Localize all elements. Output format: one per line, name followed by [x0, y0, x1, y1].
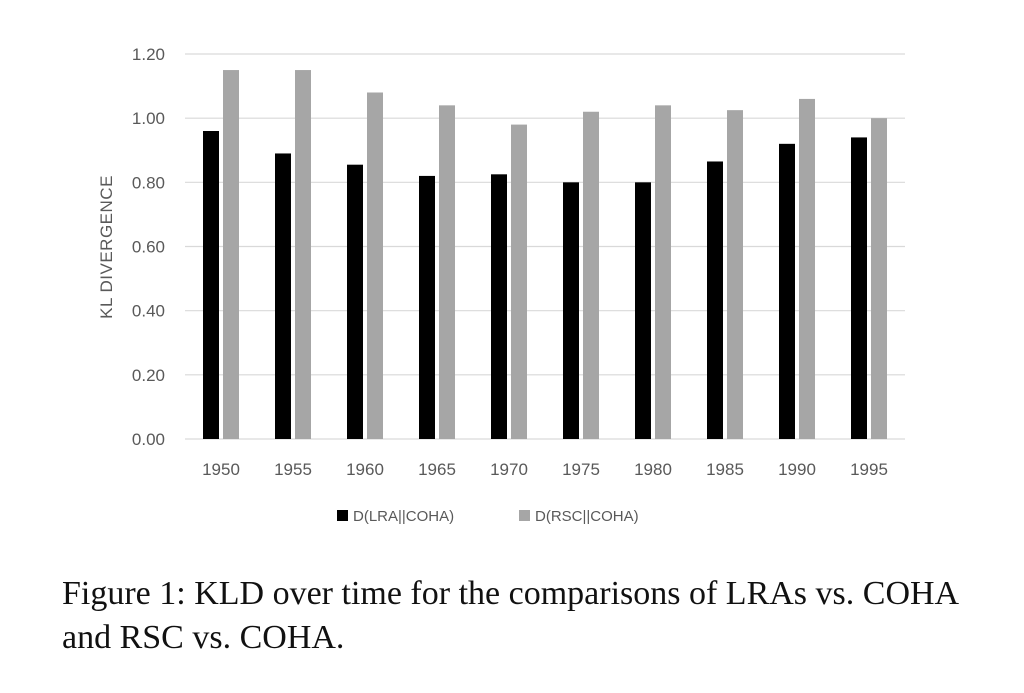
y-tick-label: 0.40 — [132, 302, 165, 321]
bar-lra-coha — [851, 137, 867, 439]
x-tick-label: 1950 — [202, 460, 240, 479]
x-tick-label: 1995 — [850, 460, 888, 479]
bar-lra-coha — [419, 175, 435, 439]
bar-rsc-coha — [295, 70, 311, 440]
bar-lra-coha — [563, 182, 579, 440]
legend: D(LRA||COHA) D(RSC||COHA) — [337, 508, 639, 525]
x-tick-label: 1960 — [346, 460, 384, 479]
bar-lra-coha — [203, 131, 219, 439]
bar-rsc-coha — [511, 124, 527, 439]
y-tick-label: 0.80 — [132, 173, 165, 192]
x-axis-ticks: 1950 1955 1960 1965 1970 1975 1980 1985 1990 1995 — [202, 460, 888, 479]
x-tick-label: 1985 — [706, 460, 744, 479]
y-tick-label: 0.60 — [132, 238, 165, 257]
legend-label-rsc-coha: D(RSC||COHA) — [535, 508, 639, 525]
x-tick-label: 1955 — [274, 460, 312, 479]
bar-lra-coha — [707, 161, 723, 439]
legend-swatch-rsc-coha — [519, 510, 530, 521]
y-tick-label: 1.20 — [132, 45, 165, 64]
y-tick-label: 0.00 — [132, 430, 165, 449]
bar-rsc-coha — [727, 110, 743, 439]
bar-rsc-coha — [439, 105, 455, 439]
y-tick-label: 0.20 — [132, 366, 165, 385]
bar-lra-coha — [779, 143, 795, 440]
bar-rsc-coha — [583, 111, 599, 439]
legend-swatch-lra-coha — [337, 510, 348, 521]
bar-rsc-coha — [223, 70, 239, 440]
bar-lra-coha — [347, 164, 363, 439]
bar-lra-coha — [491, 174, 507, 439]
gridlines — [185, 53, 905, 440]
y-axis-ticks: 0.00 0.20 0.40 0.60 0.80 1.00 1.20 — [132, 45, 165, 449]
x-tick-label: 1975 — [562, 460, 600, 479]
bar-lra-coha — [275, 153, 291, 440]
y-tick-label: 1.00 — [132, 109, 165, 128]
x-tick-label: 1990 — [778, 460, 816, 479]
bar-rsc-coha — [367, 92, 383, 439]
bar-rsc-coha — [655, 105, 671, 439]
x-tick-label: 1970 — [490, 460, 528, 479]
bars — [203, 70, 887, 440]
x-tick-label: 1965 — [418, 460, 456, 479]
y-axis-title: KL DIVERGENCE — [97, 175, 116, 319]
bar-lra-coha — [635, 182, 651, 440]
bar-rsc-coha — [871, 118, 887, 440]
bar-rsc-coha — [799, 98, 815, 440]
figure-caption: Figure 1: KLD over time for the comparis… — [62, 575, 958, 656]
legend-label-lra-coha: D(LRA||COHA) — [353, 508, 454, 525]
kld-bar-chart: 0.00 0.20 0.40 0.60 0.80 1.00 1.20 KL DIVERGEN… — [97, 45, 905, 525]
x-tick-label: 1980 — [634, 460, 672, 479]
